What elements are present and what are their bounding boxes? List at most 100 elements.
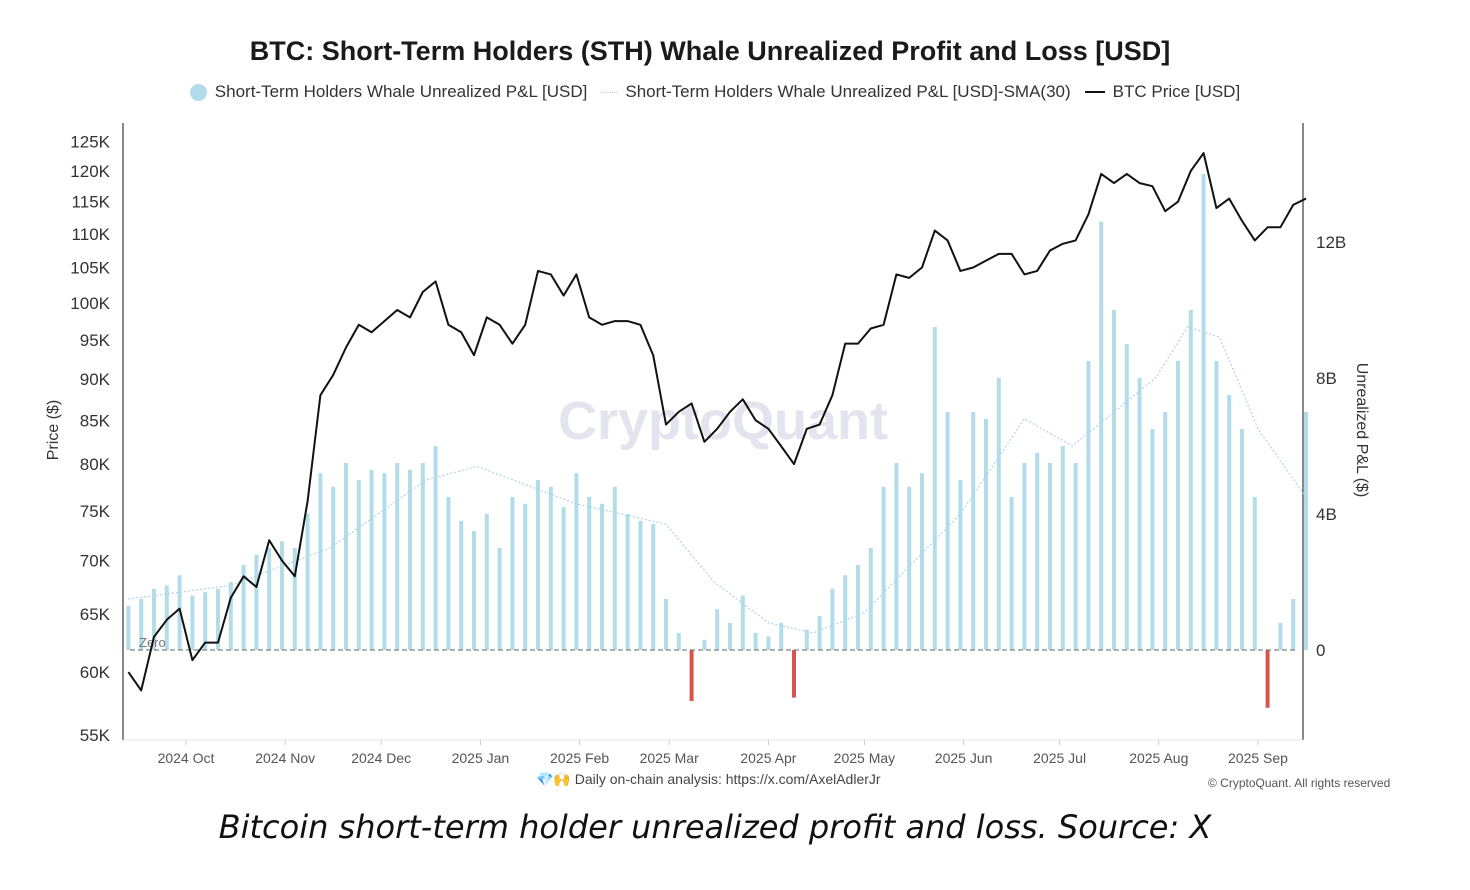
pnl-bar xyxy=(1188,310,1193,650)
pnl-bar xyxy=(625,514,630,650)
copyright: © CryptoQuant. All rights reserved xyxy=(1208,776,1391,790)
pnl-bar xyxy=(356,480,361,650)
pnl-bar xyxy=(126,605,131,650)
pnl-bar xyxy=(152,588,156,650)
pnl-bar xyxy=(408,469,412,650)
y-left-tick-label: 120K xyxy=(70,162,110,181)
pnl-bar xyxy=(587,497,592,650)
pnl-bar xyxy=(728,622,732,650)
y-left-tick-label: 80K xyxy=(80,455,111,474)
pnl-bar xyxy=(1163,412,1168,650)
x-tick-label: 2025 May xyxy=(834,750,895,766)
y-left-tick-label: 70K xyxy=(80,552,111,571)
pnl-bars xyxy=(126,174,1308,708)
pnl-bar xyxy=(1124,344,1129,650)
x-tick-label: 2025 Jan xyxy=(452,750,510,766)
pnl-bar xyxy=(1060,446,1065,650)
footer: 💎🙌 Daily on-chain analysis: https://x.co… xyxy=(536,771,881,788)
pnl-bar xyxy=(1227,395,1232,650)
price-line xyxy=(127,152,1307,692)
pnl-bar xyxy=(561,507,566,650)
pnl-bar xyxy=(1035,452,1040,650)
pnl-bar xyxy=(382,473,387,650)
pnl-bar xyxy=(254,554,259,650)
line-icon xyxy=(1084,91,1105,93)
pnl-bar xyxy=(1214,361,1219,650)
x-tick-label: 2025 Jul xyxy=(1033,750,1086,766)
pnl-bar xyxy=(1176,361,1180,650)
pnl-bar xyxy=(753,633,758,650)
pnl-bar xyxy=(1291,599,1296,650)
x-tick-label: 2025 Aug xyxy=(1129,750,1188,766)
dotted-line-icon xyxy=(601,91,618,93)
pnl-bar xyxy=(574,473,579,650)
pnl-bar xyxy=(638,520,643,650)
pnl-bar xyxy=(1022,463,1027,650)
pnl-bar xyxy=(228,582,233,650)
pnl-bar xyxy=(984,418,988,650)
footer-text: Daily on-chain analysis: xyxy=(574,771,726,787)
pnl-bar xyxy=(1150,429,1155,650)
circle-marker-icon xyxy=(189,83,207,101)
legend-item-price[interactable]: BTC Price [USD] xyxy=(1084,82,1241,102)
y-right-tick-label: 12B xyxy=(1316,233,1346,252)
legend-item-sma[interactable]: Short-Term Holders Whale Unrealized P&L … xyxy=(601,82,1071,102)
pnl-bar xyxy=(702,639,707,650)
pnl-bar xyxy=(804,629,809,650)
x-tick-label: 2025 Mar xyxy=(640,750,699,766)
legend: Short-Term Holders Whale Unrealized P&L … xyxy=(0,82,1430,102)
pnl-bar xyxy=(664,599,668,650)
x-tick-label: 2024 Nov xyxy=(255,750,315,766)
pnl-bar xyxy=(740,595,745,650)
pnl-bar xyxy=(523,503,528,650)
pnl-bar xyxy=(856,565,860,650)
pnl-bar xyxy=(1086,361,1091,650)
pnl-bar xyxy=(971,412,976,650)
pnl-bar xyxy=(241,565,246,650)
pnl-bar xyxy=(484,514,489,650)
legend-item-pnl[interactable]: Short-Term Holders Whale Unrealized P&L … xyxy=(189,82,587,102)
chart-title: BTC: Short-Term Holders (STH) Whale Unre… xyxy=(249,36,1171,66)
pnl-bar xyxy=(164,585,169,650)
legend-label: BTC Price [USD] xyxy=(1112,82,1241,101)
y-left-tick-label: 105K xyxy=(70,258,110,277)
y-right-axis-title: Unrealized P&L ($) xyxy=(1353,363,1370,498)
pnl-bar xyxy=(1304,412,1308,650)
pnl-bar xyxy=(292,548,297,650)
pnl-bar xyxy=(459,520,464,650)
pnl-bar xyxy=(843,575,848,650)
pnl-bar xyxy=(881,486,886,650)
x-tick-label: 2025 Apr xyxy=(740,750,796,766)
diamond-hands-icon: 💎🙌 xyxy=(536,771,571,787)
x-tick-label: 2025 Jun xyxy=(935,750,993,766)
pnl-bar xyxy=(216,588,220,650)
pnl-bar xyxy=(1099,221,1104,650)
pnl-bar xyxy=(792,650,796,698)
pnl-bar xyxy=(612,486,617,650)
pnl-bar xyxy=(472,531,476,650)
legend-label: Short-Term Holders Whale Unrealized P&L … xyxy=(625,82,1071,101)
footer-link[interactable]: https://x.com/AxelAdlerJr xyxy=(725,771,881,787)
pnl-bar xyxy=(1112,310,1116,650)
y-left-axis-title: Price ($) xyxy=(45,400,62,460)
pnl-bar xyxy=(433,446,438,650)
pnl-bar xyxy=(510,497,515,650)
pnl-bar xyxy=(830,588,835,650)
y-left-tick-label: 65K xyxy=(80,605,111,624)
pnl-bar xyxy=(779,622,784,650)
x-tick-label: 2025 Feb xyxy=(550,750,609,766)
pnl-bar xyxy=(894,463,899,650)
pnl-bar xyxy=(945,412,950,650)
pnl-bar xyxy=(1201,174,1206,650)
pnl-bar xyxy=(344,463,348,650)
pnl-bar xyxy=(817,616,822,650)
pnl-bar xyxy=(1252,497,1257,650)
pnl-bar xyxy=(1265,650,1270,708)
y-left-tick-label: 90K xyxy=(80,370,111,389)
y-left-tick-label: 60K xyxy=(80,663,111,682)
pnl-bar xyxy=(536,480,540,650)
y-left-tick-label: 95K xyxy=(80,331,111,350)
y-left-tick-label: 115K xyxy=(72,193,111,212)
pnl-bar xyxy=(395,463,400,650)
